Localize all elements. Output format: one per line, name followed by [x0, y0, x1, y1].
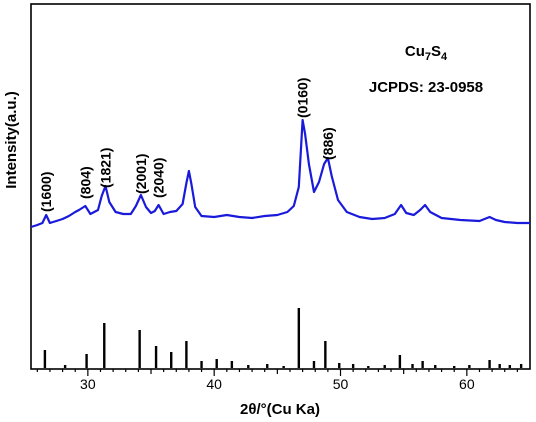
- peak-label: (886): [320, 127, 336, 160]
- peak-label: (804): [77, 166, 93, 199]
- peak-label: (2040): [151, 158, 167, 198]
- peak-label: (0160): [295, 78, 311, 118]
- peak-label: (1600): [38, 172, 54, 212]
- x-tick-label: 30: [80, 376, 96, 392]
- xrd-pattern-line: [30, 118, 530, 229]
- plot-frame: [30, 3, 531, 370]
- x-axis-label: 2θ/°(Cu Ka): [240, 401, 320, 418]
- peak-label: (2001): [133, 154, 149, 194]
- peak-labels: (1600) (804) (1821) (2001) (2040) (0160) (886): [38, 78, 336, 212]
- reference-stems: [43, 308, 523, 368]
- peak-label: (1821): [98, 148, 114, 188]
- y-axis-label: Intensity(a.u.): [3, 91, 20, 189]
- formula-annotation: Cu7S4: [405, 43, 448, 63]
- x-tick-label: 40: [206, 376, 222, 392]
- x-tick-label: 50: [333, 376, 349, 392]
- x-axis-ticks: 30 40 50 60: [36, 369, 518, 392]
- x-tick-label: 60: [459, 376, 475, 392]
- jcpds-annotation: JCPDS: 23-0958: [369, 79, 483, 96]
